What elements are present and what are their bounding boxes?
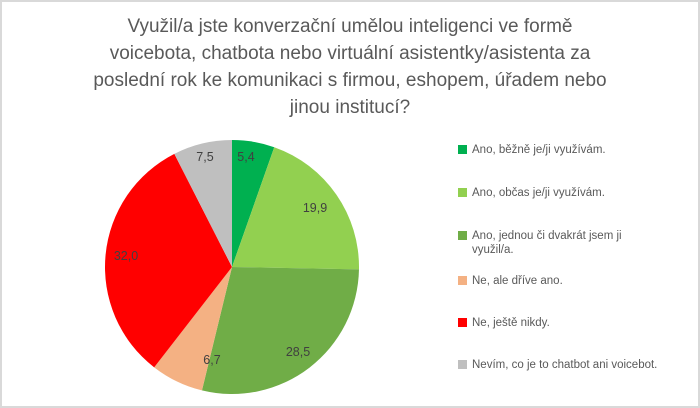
legend-label: Ano, běžně je/ji využívám. [472, 144, 606, 156]
legend-swatch-icon [458, 231, 467, 240]
legend-label: Nevím, co je to chatbot ani voicebot. [472, 359, 658, 371]
legend: Ano, běžně je/ji využívám. Ano, občas je… [458, 2, 696, 406]
pie-data-label: 6,7 [203, 353, 220, 367]
legend-item-4: Ne, ale dříve ano. [458, 274, 563, 288]
legend-swatch-icon [458, 145, 467, 154]
pie-slice-2 [232, 147, 360, 270]
legend-item-6: Nevím, co je to chatbot ani voicebot. [458, 358, 657, 372]
legend-label: Ano, občas je/ji využívám. [472, 187, 605, 199]
legend-label: Ano, jednou či dvakrát jsem ji využil/a. [472, 230, 622, 256]
legend-label: Ne, ale dříve ano. [472, 275, 563, 287]
pie-slice-5 [104, 153, 232, 368]
pie-slice-1 [232, 140, 275, 267]
pie-data-label: 28,5 [286, 345, 310, 359]
pie-data-label: 32,0 [114, 249, 138, 263]
legend-swatch-icon [458, 318, 467, 327]
legend-item-1: Ano, běžně je/ji využívám. [458, 143, 606, 157]
legend-label: Ne, ještě nikdy. [472, 317, 550, 329]
pie-data-label: 7,5 [196, 150, 213, 164]
pie-slice-3 [201, 267, 359, 395]
pie-slice-6 [174, 140, 232, 267]
legend-item-5: Ne, ještě nikdy. [458, 316, 550, 330]
pie-slice-4 [154, 267, 232, 391]
legend-item-2: Ano, občas je/ji využívám. [458, 186, 605, 200]
legend-swatch-icon [458, 188, 467, 197]
legend-item-3: Ano, jednou či dvakrát jsem ji využil/a. [458, 229, 622, 257]
legend-swatch-icon [458, 360, 467, 369]
pie-data-label: 5,4 [237, 150, 254, 164]
chart-title: Využil/a jste konverzační umělou intelig… [93, 16, 607, 118]
legend-swatch-icon [458, 276, 467, 285]
pie-data-label: 19,9 [303, 201, 327, 215]
